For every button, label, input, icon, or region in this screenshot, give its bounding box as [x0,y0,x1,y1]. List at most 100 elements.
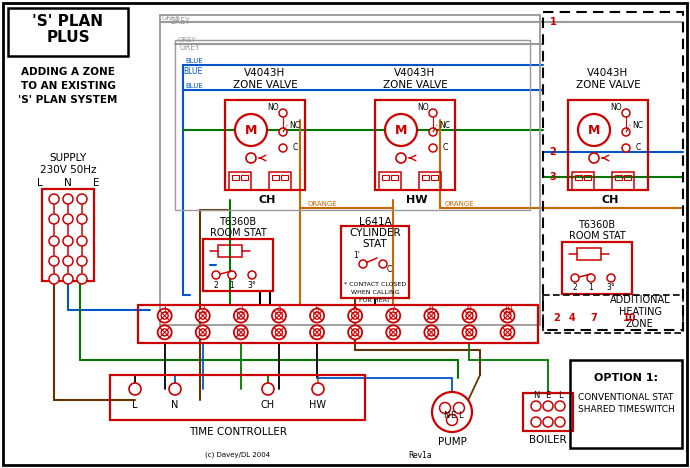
Circle shape [248,271,256,279]
Bar [203,239,273,291]
Circle shape [272,325,286,339]
Text: 230V 50Hz: 230V 50Hz [40,165,96,175]
Circle shape [587,274,595,282]
Text: ADDITIONAL: ADDITIONAL [610,295,670,305]
Text: 7: 7 [591,313,598,323]
Text: * CONTACT CLOSED: * CONTACT CLOSED [344,281,406,286]
Text: BLUE: BLUE [183,67,202,76]
Circle shape [212,271,220,279]
Text: PLUS: PLUS [46,30,90,45]
Text: E: E [451,411,455,421]
Text: TIME CONTROLLER: TIME CONTROLLER [189,427,287,437]
Circle shape [462,325,476,339]
Text: L641A: L641A [359,217,391,227]
Text: 8: 8 [429,305,434,314]
Text: 2: 2 [573,284,578,292]
Bar [281,175,288,180]
Text: E: E [92,178,99,188]
Circle shape [440,402,451,414]
Text: V4043H: V4043H [395,68,435,78]
Circle shape [453,402,464,414]
Bar [160,15,540,325]
Text: 4: 4 [277,305,282,314]
Circle shape [396,153,406,163]
Text: T6360B: T6360B [578,220,615,230]
Bar [568,100,648,190]
Text: NO: NO [267,103,279,112]
Text: 3: 3 [239,305,244,314]
Text: NO: NO [610,103,622,112]
Circle shape [429,128,437,136]
Circle shape [77,256,87,266]
Text: 5: 5 [315,305,319,314]
Text: NO: NO [417,103,428,112]
Circle shape [161,329,168,336]
Text: 10: 10 [503,305,513,314]
Bar [232,175,239,180]
Text: N: N [64,178,72,188]
Text: ZONE VALVE: ZONE VALVE [233,80,297,90]
Circle shape [196,308,210,322]
Bar [218,245,242,257]
Text: GREY: GREY [180,43,201,51]
Circle shape [386,325,400,339]
Text: 'S' PLAN SYSTEM: 'S' PLAN SYSTEM [19,95,118,105]
Circle shape [466,312,473,319]
Text: CH: CH [601,195,619,205]
Bar [241,175,248,180]
Circle shape [424,325,438,339]
Bar [570,360,682,448]
Text: GREY: GREY [178,37,197,43]
Text: 10: 10 [623,313,637,323]
Circle shape [275,329,282,336]
Text: 1: 1 [230,280,235,290]
Circle shape [237,312,244,319]
Circle shape [446,415,457,425]
Text: HW: HW [406,195,428,205]
Text: ZONE VALVE: ZONE VALVE [383,80,447,90]
Circle shape [313,312,321,319]
Bar [584,175,591,180]
Circle shape [234,308,248,322]
Bar [523,393,573,431]
Text: 3°: 3° [248,280,257,290]
Text: M: M [395,124,407,137]
Text: 2: 2 [553,313,560,323]
Circle shape [379,260,387,268]
Text: BLUE: BLUE [185,58,203,64]
Text: FOR HEAT: FOR HEAT [359,298,391,302]
Text: L: L [37,178,43,188]
Text: 'S' PLAN: 'S' PLAN [32,15,104,29]
Text: CYLINDER: CYLINDER [349,228,401,238]
Text: TO AN EXISTING: TO AN EXISTING [21,81,115,91]
Bar [422,175,429,180]
Circle shape [279,144,287,152]
Text: GREY: GREY [162,15,181,21]
Text: ORANGE: ORANGE [445,201,475,207]
Circle shape [279,109,287,117]
Text: NC: NC [440,120,451,130]
Bar [272,175,279,180]
Text: C: C [293,144,297,153]
Circle shape [199,312,206,319]
Text: E: E [545,392,551,401]
Circle shape [432,392,472,432]
Circle shape [504,312,511,319]
Text: ROOM STAT: ROOM STAT [569,231,625,241]
Text: M: M [588,124,600,137]
Text: 1': 1' [353,251,360,261]
Text: L: L [457,411,462,421]
Text: 1: 1 [162,305,167,314]
Text: 2: 2 [550,147,556,157]
Bar [543,295,683,333]
Bar [577,248,601,260]
Circle shape [49,214,59,224]
Circle shape [49,274,59,284]
Circle shape [63,214,73,224]
Circle shape [262,383,274,395]
Circle shape [622,109,630,117]
Circle shape [63,236,73,246]
Circle shape [234,325,248,339]
Text: 9: 9 [467,305,472,314]
Bar [229,172,251,190]
